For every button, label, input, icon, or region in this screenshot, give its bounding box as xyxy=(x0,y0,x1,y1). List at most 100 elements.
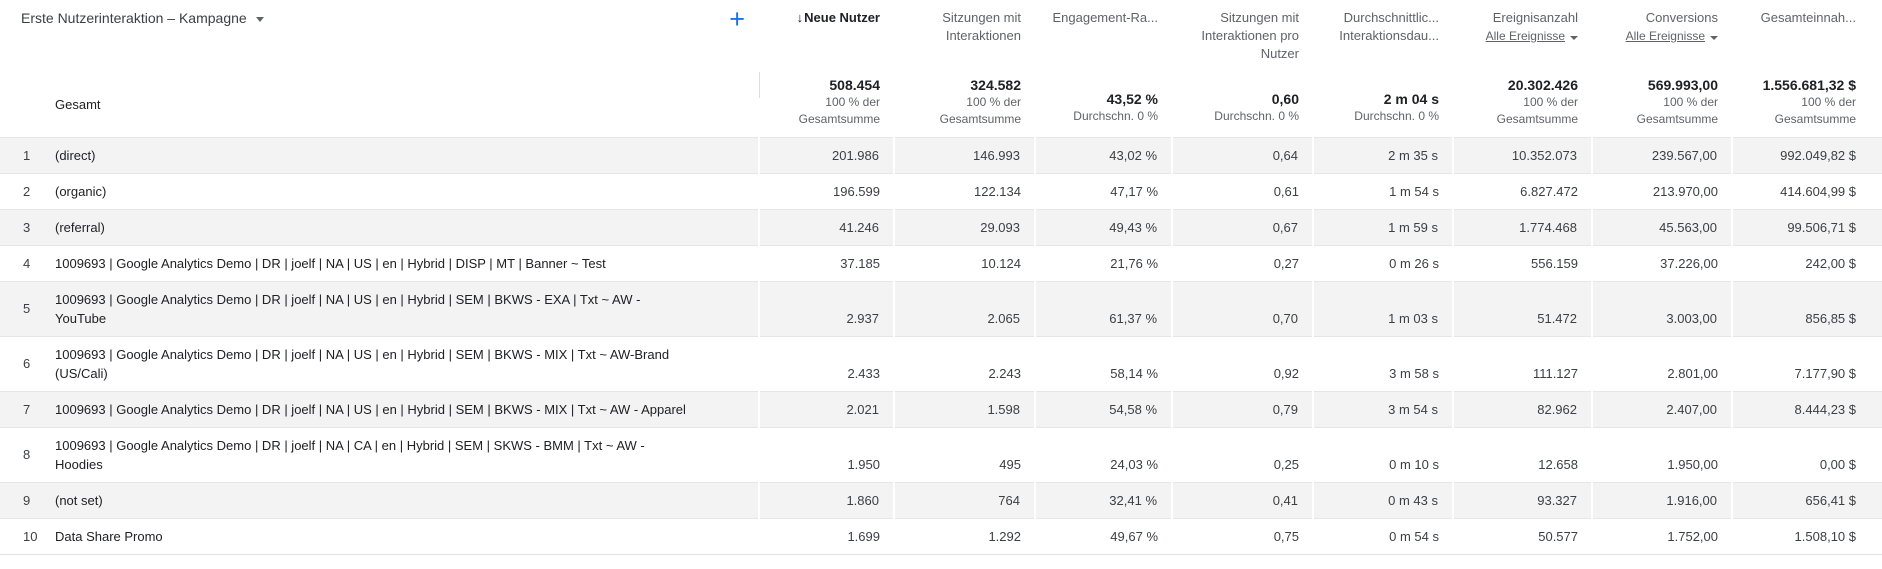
column-header-label: Durchschnittlic... xyxy=(1343,10,1439,25)
metric-value-cell: 41.246 xyxy=(758,209,894,245)
metric-value-cell: 32,41 % xyxy=(1034,482,1172,518)
totals-value: 569.993,00 xyxy=(1647,77,1718,93)
column-header-engagement-ra[interactable]: Engagement-Ra... xyxy=(1035,0,1172,66)
campaign-name-line: 1009693 | Google Analytics Demo | DR | j… xyxy=(55,291,641,307)
column-header-label: Sitzungen mit xyxy=(1220,10,1299,25)
metric-value-cell: 50.577 xyxy=(1538,528,1578,544)
column-header-sitzungen-mit[interactable]: Sitzungen mit Interaktionen xyxy=(894,0,1035,66)
metric-value-cell: 1.916,00 xyxy=(1591,482,1732,518)
column-header-label: Neue Nutzer xyxy=(804,10,880,25)
metric-value-cell: 6.827.472 xyxy=(1520,183,1578,199)
totals-subtext: Gesamtsumme xyxy=(1636,112,1718,126)
metric-value-cell: 656,41 $ xyxy=(1731,482,1882,518)
metric-value-cell: 0 m 10 s xyxy=(1389,456,1439,472)
metric-value-cell: 239.567,00 xyxy=(1591,137,1732,173)
metric-value-cell: 992.049,82 $ xyxy=(1731,137,1882,173)
column-header-label: Gesamteinnah... xyxy=(1760,10,1856,25)
column-header-durchschnittlic[interactable]: Durchschnittlic... Interaktionsdau... xyxy=(1313,0,1453,66)
metric-value-cell: 1 m 54 s xyxy=(1389,183,1439,199)
metric-value-cell: 47,17 % xyxy=(1110,183,1158,199)
metric-value-cell: 0,70 xyxy=(1171,281,1313,336)
event-filter-label[interactable]: Alle Ereignisse xyxy=(1485,29,1565,43)
column-header-sitzungen-mit[interactable]: Sitzungen mit Interaktionen pro Nutzer xyxy=(1172,0,1313,66)
campaign-name-line: 1009693 | Google Analytics Demo | DR | j… xyxy=(55,401,686,417)
event-filter-dropdown[interactable]: Alle Ereignisse xyxy=(1453,28,1578,45)
metric-value-cell: 2.065 xyxy=(893,281,1035,336)
metric-value-cell: 1.774.468 xyxy=(1452,209,1592,245)
metric-value-cell: 1.598 xyxy=(893,391,1035,427)
metric-value-cell: 43,02 % xyxy=(1034,137,1172,173)
metric-value-cell: 1.950 xyxy=(847,456,880,472)
campaign-name: 1009693 | Google Analytics Demo | DR | j… xyxy=(55,245,759,281)
metric-value-cell: 111.127 xyxy=(1532,365,1578,381)
table-row: 5 1009693 | Google Analytics Demo | DR | … xyxy=(0,281,1882,336)
campaign-name-line: 1009693 | Google Analytics Demo | DR | j… xyxy=(55,437,645,453)
totals-subtext: Durchschn. 0 % xyxy=(1214,109,1299,123)
metric-value-cell: 37.226,00 xyxy=(1660,255,1718,271)
row-number: 10 xyxy=(23,528,38,544)
totals-value: 1.556.681,32 $ xyxy=(1762,77,1856,93)
totals-subtext: Durchschn. 0 % xyxy=(1073,109,1158,123)
metric-value-cell: 7.177,90 $ xyxy=(1794,365,1856,381)
column-header-ereignisanzahl[interactable]: Ereignisanzahl Alle Ereignisse xyxy=(1453,0,1592,66)
table-row: 6 1009693 | Google Analytics Demo | DR | … xyxy=(0,336,1882,391)
metric-value-cell: 0,00 $ xyxy=(1819,456,1856,472)
event-filter-label[interactable]: Alle Ereignisse xyxy=(1625,29,1705,43)
campaign-name-line: 1009693 | Google Analytics Demo | DR | j… xyxy=(55,346,670,362)
event-filter-dropdown[interactable]: Alle Ereignisse xyxy=(1592,28,1718,45)
metric-value-cell: 242,00 $ xyxy=(1805,255,1856,271)
column-header-conversions[interactable]: Conversions Alle Ereignisse xyxy=(1592,0,1732,66)
campaign-name-line: Data Share Promo xyxy=(55,528,163,544)
chevron-down-icon xyxy=(1570,36,1578,40)
metric-value-cell: 8.444,23 $ xyxy=(1731,391,1882,427)
totals-value: 508.454 xyxy=(829,77,880,93)
metric-value-cell: 99.506,71 $ xyxy=(1731,209,1882,245)
campaign-name-line: 1009693 | Google Analytics Demo | DR | j… xyxy=(55,255,606,271)
dimension-selector[interactable]: Erste Nutzerinteraktion – Kampagne xyxy=(21,10,264,26)
sort-descending-icon: ↓ xyxy=(796,10,804,25)
column-header-neue-nutzer[interactable]: ↓Neue Nutzer xyxy=(759,0,894,66)
metric-value-cell: 213.970,00 xyxy=(1652,183,1718,199)
metric-value-cell: 414.604,99 $ xyxy=(1780,183,1856,199)
column-header-gesamteinnah[interactable]: Gesamteinnah... xyxy=(1732,0,1882,66)
totals-metric-cell: 569.993,00 100 % der Gesamtsumme xyxy=(1592,66,1732,137)
metric-value-cell: 29.093 xyxy=(893,209,1035,245)
row-number: 7 xyxy=(23,401,31,417)
metric-value-cell: 3.003,00 xyxy=(1591,281,1732,336)
metric-value-cell: 2.801,00 xyxy=(1667,365,1718,381)
row-number: 9 xyxy=(23,492,31,508)
totals-subtext: 100 % der xyxy=(1663,95,1718,109)
campaign-name-line: (US/Cali) xyxy=(55,365,108,381)
column-header-label: Interaktionsdau... xyxy=(1339,28,1439,43)
add-metric-button[interactable]: + xyxy=(729,4,745,34)
metric-value-cell: 0,61 xyxy=(1273,183,1299,199)
metric-value-cell: 10.352.073 xyxy=(1452,137,1592,173)
totals-value: 2 m 04 s xyxy=(1383,91,1439,107)
table-row: 8 1009693 | Google Analytics Demo | DR | … xyxy=(0,427,1882,482)
metric-value-cell: 1 m 59 s xyxy=(1312,209,1453,245)
row-number: 1 xyxy=(23,147,31,163)
totals-metric-cell: 43,52 % Durchschn. 0 % xyxy=(1035,66,1172,137)
totals-subtext: Gesamtsumme xyxy=(939,112,1021,126)
campaign-name: 1009693 | Google Analytics Demo | DR | j… xyxy=(55,281,759,336)
table-header-row: Erste Nutzerinteraktion – Kampagne + ↓Ne… xyxy=(0,0,1882,66)
chevron-down-icon xyxy=(255,16,264,22)
row-number: 5 xyxy=(23,301,31,316)
totals-metric-cell: 2 m 04 s Durchschn. 0 % xyxy=(1313,66,1453,137)
metric-value-cell: 12.658 xyxy=(1538,456,1578,472)
metric-value-cell: 0 m 54 s xyxy=(1389,528,1439,544)
metric-value-cell: 0,92 xyxy=(1273,365,1299,381)
metric-value-cell: 0,67 xyxy=(1171,209,1313,245)
totals-number-cell xyxy=(0,66,55,137)
totals-value: 20.302.426 xyxy=(1507,77,1578,93)
column-header-label: Sitzungen mit xyxy=(942,10,1021,25)
metric-value-cell: 0,41 xyxy=(1171,482,1313,518)
metric-value-cell: 58,14 % xyxy=(1110,365,1158,381)
totals-label: Gesamt xyxy=(55,97,101,112)
totals-subtext: 100 % der xyxy=(1523,95,1578,109)
metric-value-cell: 0,75 xyxy=(1273,528,1299,544)
column-header-label: Conversions xyxy=(1645,10,1718,25)
metric-value-cell: 1.508,10 $ xyxy=(1794,528,1856,544)
metric-value-cell: 0 m 43 s xyxy=(1312,482,1453,518)
column-header-label: Nutzer xyxy=(1260,46,1299,61)
